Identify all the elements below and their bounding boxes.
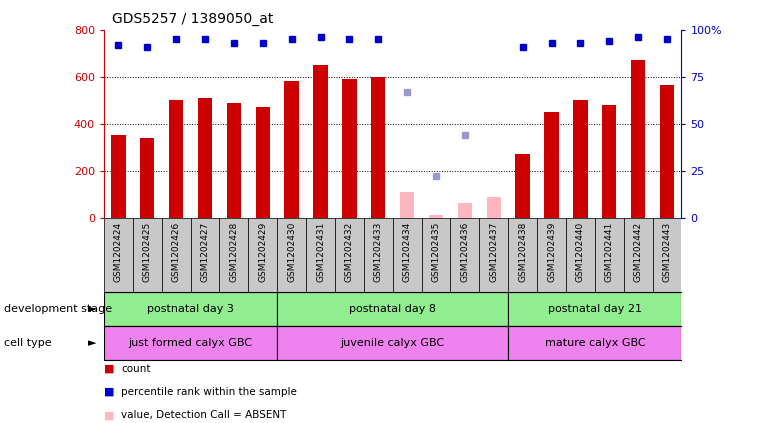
Bar [660,85,675,218]
Text: GSM1202438: GSM1202438 [518,222,527,282]
Text: ►: ► [88,338,97,348]
Text: count: count [121,364,150,374]
Text: GSM1202442: GSM1202442 [634,222,643,282]
Text: GSM1202440: GSM1202440 [576,222,585,282]
Text: GSM1202439: GSM1202439 [547,222,556,282]
Text: percentile rank within the sample: percentile rank within the sample [121,387,296,397]
Bar [198,98,213,218]
Bar [226,102,241,218]
Bar [544,112,559,218]
Bar [169,100,183,218]
Text: value, Detection Call = ABSENT: value, Detection Call = ABSENT [121,410,286,420]
Text: GSM1202426: GSM1202426 [172,222,181,282]
Text: GSM1202437: GSM1202437 [489,222,498,282]
Bar [248,218,277,292]
Bar [342,79,357,218]
Bar [277,292,508,326]
Text: ■: ■ [104,364,115,374]
Text: GSM1202425: GSM1202425 [142,222,152,282]
Text: ►: ► [88,304,97,314]
Bar [400,192,414,218]
Bar [595,218,624,292]
Bar [508,218,537,292]
Bar [191,218,219,292]
Bar [457,203,472,218]
Text: ■: ■ [104,410,115,420]
Text: juvenile calyx GBC: juvenile calyx GBC [340,338,445,348]
Text: GSM1202441: GSM1202441 [604,222,614,282]
Bar [508,326,681,360]
Bar [602,105,617,218]
Bar [111,135,126,218]
Bar [277,326,508,360]
Bar [450,218,479,292]
Text: GSM1202429: GSM1202429 [258,222,267,282]
Text: GSM1202443: GSM1202443 [662,222,671,282]
Bar [104,292,277,326]
Text: GSM1202435: GSM1202435 [431,222,440,282]
Text: GDS5257 / 1389050_at: GDS5257 / 1389050_at [112,12,273,26]
Text: GSM1202428: GSM1202428 [229,222,239,282]
Text: cell type: cell type [4,338,52,348]
Text: GSM1202427: GSM1202427 [200,222,209,282]
Text: GSM1202436: GSM1202436 [460,222,470,282]
Bar [422,218,450,292]
Text: GSM1202432: GSM1202432 [345,222,354,282]
Bar [104,326,277,360]
Bar [479,218,508,292]
Bar [573,100,588,218]
Bar [429,215,444,218]
Bar [508,292,681,326]
Text: just formed calyx GBC: just formed calyx GBC [129,338,253,348]
Bar [335,218,363,292]
Bar [313,65,328,218]
Bar [566,218,595,292]
Text: postnatal day 21: postnatal day 21 [547,304,642,314]
Bar [515,154,530,218]
Bar [256,107,270,218]
Bar [162,218,191,292]
Text: ■: ■ [104,387,115,397]
Text: GSM1202433: GSM1202433 [373,222,383,282]
Text: postnatal day 3: postnatal day 3 [147,304,234,314]
Bar [284,81,299,218]
Text: GSM1202430: GSM1202430 [287,222,296,282]
Text: GSM1202431: GSM1202431 [316,222,325,282]
Bar [104,218,132,292]
Bar [631,60,645,218]
Bar [219,218,248,292]
Text: postnatal day 8: postnatal day 8 [350,304,436,314]
Text: development stage: development stage [4,304,112,314]
Bar [624,218,653,292]
Bar [371,77,386,218]
Bar [140,138,155,218]
Bar [653,218,681,292]
Bar [487,197,501,218]
Text: GSM1202424: GSM1202424 [114,222,123,282]
Bar [277,218,306,292]
Text: mature calyx GBC: mature calyx GBC [544,338,645,348]
Bar [393,218,422,292]
Bar [537,218,566,292]
Bar [363,218,393,292]
Bar [306,218,335,292]
Text: GSM1202434: GSM1202434 [403,222,412,282]
Bar [132,218,162,292]
